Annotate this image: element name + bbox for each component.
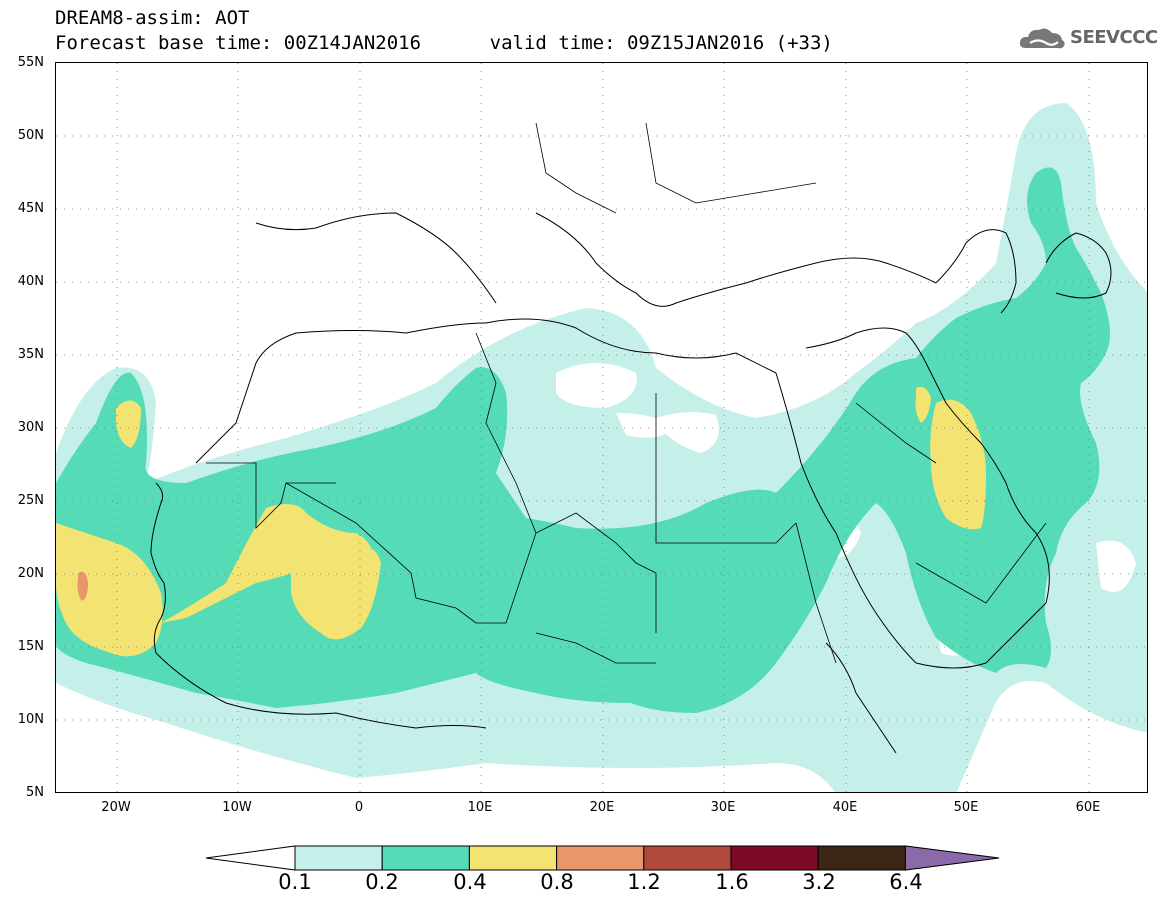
lon-label-40e: 40E — [832, 800, 858, 815]
colorbar-swatch — [730, 845, 819, 871]
aot-map — [55, 62, 1148, 793]
lon-label-10e: 10E — [467, 800, 493, 815]
lat-label-25n: 25N — [17, 493, 44, 508]
colorbar-swatch — [381, 845, 470, 871]
colorbar-under-triangle — [205, 845, 296, 871]
colorbar-label: 0.1 — [278, 870, 312, 894]
colorbar-swatch — [643, 845, 732, 871]
logo-text: SEEVCCC — [1070, 27, 1158, 48]
lat-label-15n: 15N — [17, 639, 44, 654]
lon-label-20e: 20E — [589, 800, 615, 815]
seevccc-logo: SEEVCCC — [1018, 24, 1158, 54]
colorbar-label: 0.8 — [540, 870, 574, 894]
coastlines — [150, 212, 1112, 754]
colorbar — [205, 843, 1000, 873]
colorbar-label: 1.2 — [627, 870, 661, 894]
colorbar-swatch — [468, 845, 558, 871]
lat-label-50n: 50N — [17, 128, 44, 143]
lon-label-30e: 30E — [710, 800, 736, 815]
lon-label-0: 0 — [354, 800, 364, 815]
colorbar-label: 3.2 — [802, 870, 836, 894]
colorbar-label: 1.6 — [715, 870, 749, 894]
lon-label-50e: 50E — [953, 800, 979, 815]
lat-label-10n: 10N — [17, 712, 44, 727]
colorbar-label: 0.2 — [365, 870, 399, 894]
colorbar-swatch — [817, 845, 906, 871]
lat-label-5n: 5N — [26, 785, 44, 800]
colorbar-label: 6.4 — [889, 870, 923, 894]
forecast-time-line: Forecast base time: 00Z14JAN2016 valid t… — [55, 32, 833, 54]
aot-field-0-8 — [77, 571, 88, 601]
lat-label-40n: 40N — [17, 274, 44, 289]
colorbar-swatch — [556, 845, 645, 871]
cloud-icon — [1019, 28, 1065, 49]
colorbar-over-triangle — [904, 845, 1000, 871]
aot-field-0-4 — [56, 386, 986, 657]
colorbar-swatch — [294, 845, 383, 871]
lon-label-60e: 60E — [1075, 800, 1101, 815]
map-title: DREAM8-assim: AOT — [55, 7, 250, 29]
colorbar-label: 0.4 — [453, 870, 487, 894]
lat-label-20n: 20N — [17, 566, 44, 581]
country-borders — [206, 122, 1047, 664]
lon-label-10w: 10W — [222, 800, 252, 815]
lat-label-30n: 30N — [17, 420, 44, 435]
lat-label-35n: 35N — [17, 347, 44, 362]
lon-label-20w: 20W — [101, 800, 131, 815]
lat-label-55n: 55N — [17, 55, 44, 70]
lat-label-45n: 45N — [17, 201, 44, 216]
